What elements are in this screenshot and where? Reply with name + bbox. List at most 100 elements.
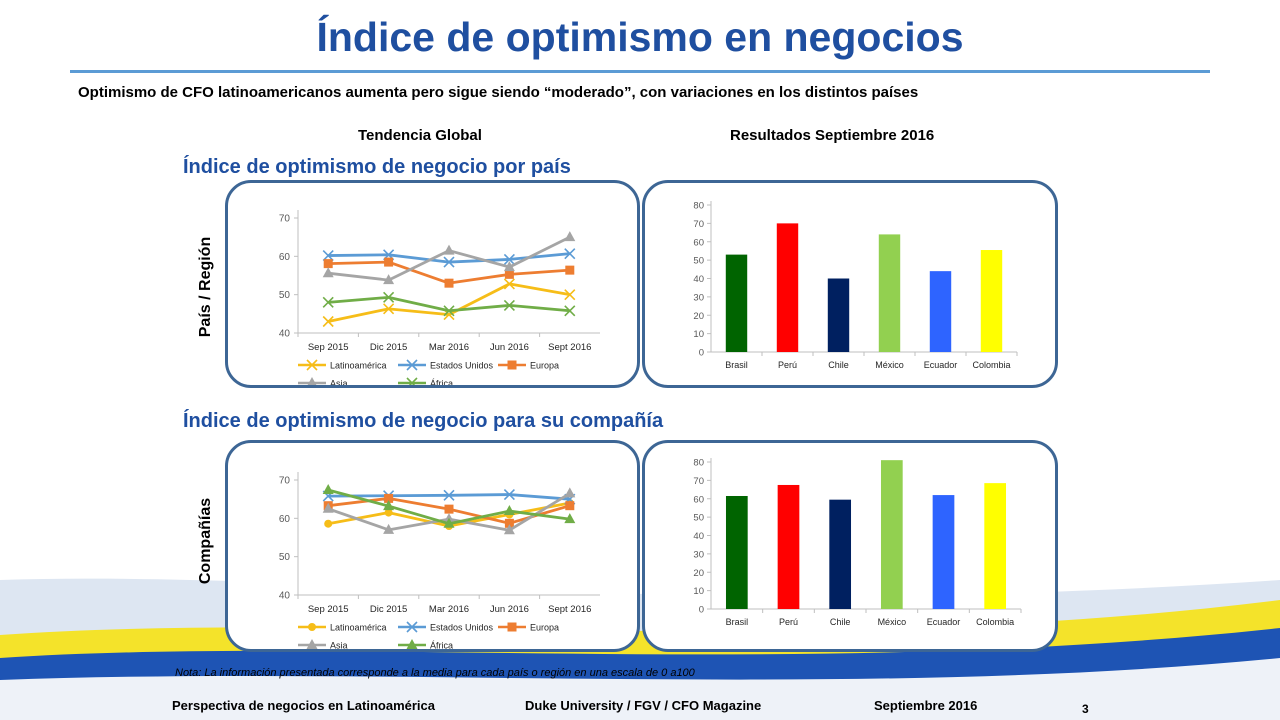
bar-Brasil (725, 495, 748, 609)
y-tick-label: 50 (693, 256, 704, 267)
data-point (324, 519, 333, 528)
bar-Ecuador (929, 271, 952, 352)
x-tick-label: Sep 2015 (308, 604, 349, 615)
data-point (564, 231, 576, 242)
data-point (504, 269, 514, 279)
x-tick-label: Colombia (972, 360, 1010, 370)
x-tick-label: Jun 2016 (490, 342, 529, 353)
y-tick-label: 20 (693, 568, 704, 579)
y-tick-label: 0 (699, 348, 704, 359)
data-point (384, 493, 394, 503)
panel-company-results: 0 10 20 30 40 50 60 70 80 Brasil Perú Chile México Ec… (642, 440, 1058, 652)
data-point (383, 523, 395, 534)
data-point (565, 265, 575, 275)
data-point (564, 513, 576, 524)
bar-Perú (776, 223, 799, 352)
series-África (322, 291, 576, 317)
column-header-results: Resultados Septiembre 2016 (730, 127, 935, 144)
data-point (443, 305, 455, 317)
y-tick-label: 60 (279, 252, 291, 263)
company-results-chart: 0 10 20 30 40 50 60 70 80 Brasil Perú Chile México Ec… (693, 458, 1022, 627)
data-point (443, 256, 455, 268)
data-point (384, 508, 393, 517)
bar-Colombia (980, 250, 1003, 352)
title-underline (70, 70, 1210, 73)
bar-Perú (777, 484, 800, 609)
data-point (564, 248, 576, 260)
data-point (503, 278, 515, 290)
legend-marker (308, 623, 316, 631)
x-tick-label: Colombia (976, 617, 1014, 627)
footnote: Nota: La información presentada correspo… (175, 667, 695, 679)
bar-México (878, 234, 901, 352)
x-tick-label: Mar 2016 (429, 604, 469, 615)
data-point (322, 315, 334, 328)
legend-marker (507, 622, 517, 632)
y-tick-label: 80 (693, 458, 704, 469)
column-header-trend: Tendencia Global (358, 127, 482, 144)
footer-right: Septiembre 2016 (874, 698, 978, 713)
y-tick-label: 50 (693, 513, 704, 524)
legend-item: Estados Unidos (398, 621, 494, 633)
data-point (443, 489, 455, 501)
data-point (565, 501, 575, 511)
legend-label: Estados Unidos (430, 623, 494, 633)
data-point (323, 259, 333, 269)
footer-left: Perspectiva de negocios en Latinoamérica (172, 698, 435, 713)
data-point (443, 517, 455, 528)
y-tick-label: 40 (693, 274, 704, 285)
country-results-chart: 0 10 20 30 40 50 60 70 80 Brasil Perú Chile México Ec… (693, 201, 1018, 370)
data-point (503, 253, 515, 265)
row-label-country: País / Región (197, 236, 214, 338)
company-trend-chart: 40 50 60 70 Sep 2015 Dic 2015 Mar 2016 Jun 2016… (279, 472, 600, 651)
data-point (444, 278, 454, 288)
data-point (504, 518, 514, 528)
data-point (383, 291, 395, 303)
data-point (503, 261, 515, 272)
section-title-company: Índice de optimismo de negocio para su c… (183, 410, 664, 432)
data-point (444, 504, 454, 514)
legend-marker (406, 359, 418, 371)
data-point (564, 289, 576, 301)
y-tick-label: 60 (279, 514, 291, 525)
legend-label: África (430, 641, 453, 650)
legend-label: Asia (330, 379, 348, 386)
background-waves (0, 578, 1280, 720)
y-tick-label: 60 (693, 237, 704, 248)
legend-item: África (398, 639, 453, 651)
data-point (384, 257, 394, 267)
panel-country-trend: 40 50 60 70 Sep 2015 Dic 2015 Mar 2016 Jun 2016… (225, 180, 640, 389)
y-tick-label: 30 (693, 549, 704, 560)
x-tick-label: Dic 2015 (370, 342, 408, 353)
legend-marker (306, 377, 318, 387)
y-tick-label: 50 (279, 290, 291, 301)
legend-label: Estados Unidos (430, 361, 494, 371)
y-tick-label: 80 (693, 201, 704, 212)
bar-Ecuador (932, 495, 955, 609)
bar-Colombia (984, 483, 1007, 609)
series-África (322, 483, 576, 528)
panel-country-results: 0 10 20 30 40 50 60 70 80 Brasil Perú Chile México Ec… (642, 180, 1058, 388)
footer-center: Duke University / FGV / CFO Magazine (525, 698, 762, 713)
y-tick-label: 60 (693, 494, 704, 505)
x-tick-label: Brasil (725, 360, 748, 370)
x-tick-label: Dic 2015 (370, 604, 408, 615)
series-Latinoamérica (322, 278, 576, 328)
y-tick-label: 30 (693, 292, 704, 303)
bar-Chile (829, 499, 852, 609)
x-tick-label: Sept 2016 (548, 604, 591, 615)
legend-item: Estados Unidos (398, 359, 494, 371)
x-tick-label: México (878, 617, 907, 627)
x-tick-label: Brasil (726, 617, 749, 627)
series-line (327, 282, 571, 323)
section-title-country: Índice de optimismo de negocio por país (183, 156, 571, 178)
series-line (328, 295, 570, 313)
data-point (564, 487, 576, 498)
legend-marker (306, 359, 318, 371)
legend-item: Europa (498, 622, 559, 633)
country-trend-chart: 40 50 60 70 Sep 2015 Dic 2015 Mar 2016 Jun 2016… (279, 210, 600, 389)
page-subtitle: Optimismo de CFO latinoamericanos aument… (78, 84, 919, 101)
legend-label: Europa (530, 623, 559, 633)
y-tick-label: 10 (693, 329, 704, 340)
data-point (383, 303, 395, 315)
